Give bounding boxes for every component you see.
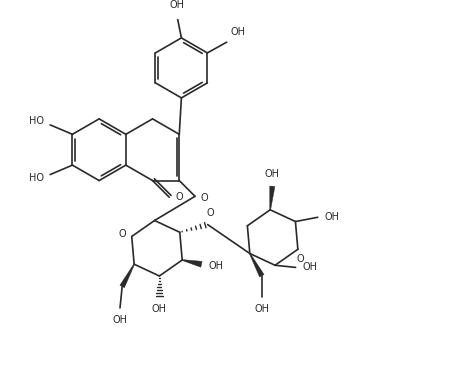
Text: O: O xyxy=(296,255,304,264)
Text: OH: OH xyxy=(152,304,167,314)
Text: OH: OH xyxy=(265,169,280,179)
Polygon shape xyxy=(249,253,264,277)
Polygon shape xyxy=(270,186,275,210)
Text: OH: OH xyxy=(231,27,246,36)
Text: OH: OH xyxy=(303,262,318,273)
Text: O: O xyxy=(119,229,127,240)
Text: HO: HO xyxy=(29,173,44,183)
Text: OH: OH xyxy=(325,212,340,222)
Text: O: O xyxy=(175,192,183,202)
Text: OH: OH xyxy=(254,304,269,314)
Text: HO: HO xyxy=(29,115,44,126)
Text: O: O xyxy=(207,208,214,218)
Polygon shape xyxy=(120,264,134,288)
Text: OH: OH xyxy=(112,315,128,325)
Text: OH: OH xyxy=(209,261,224,271)
Polygon shape xyxy=(182,259,202,267)
Text: OH: OH xyxy=(170,0,184,10)
Text: O: O xyxy=(201,193,208,203)
